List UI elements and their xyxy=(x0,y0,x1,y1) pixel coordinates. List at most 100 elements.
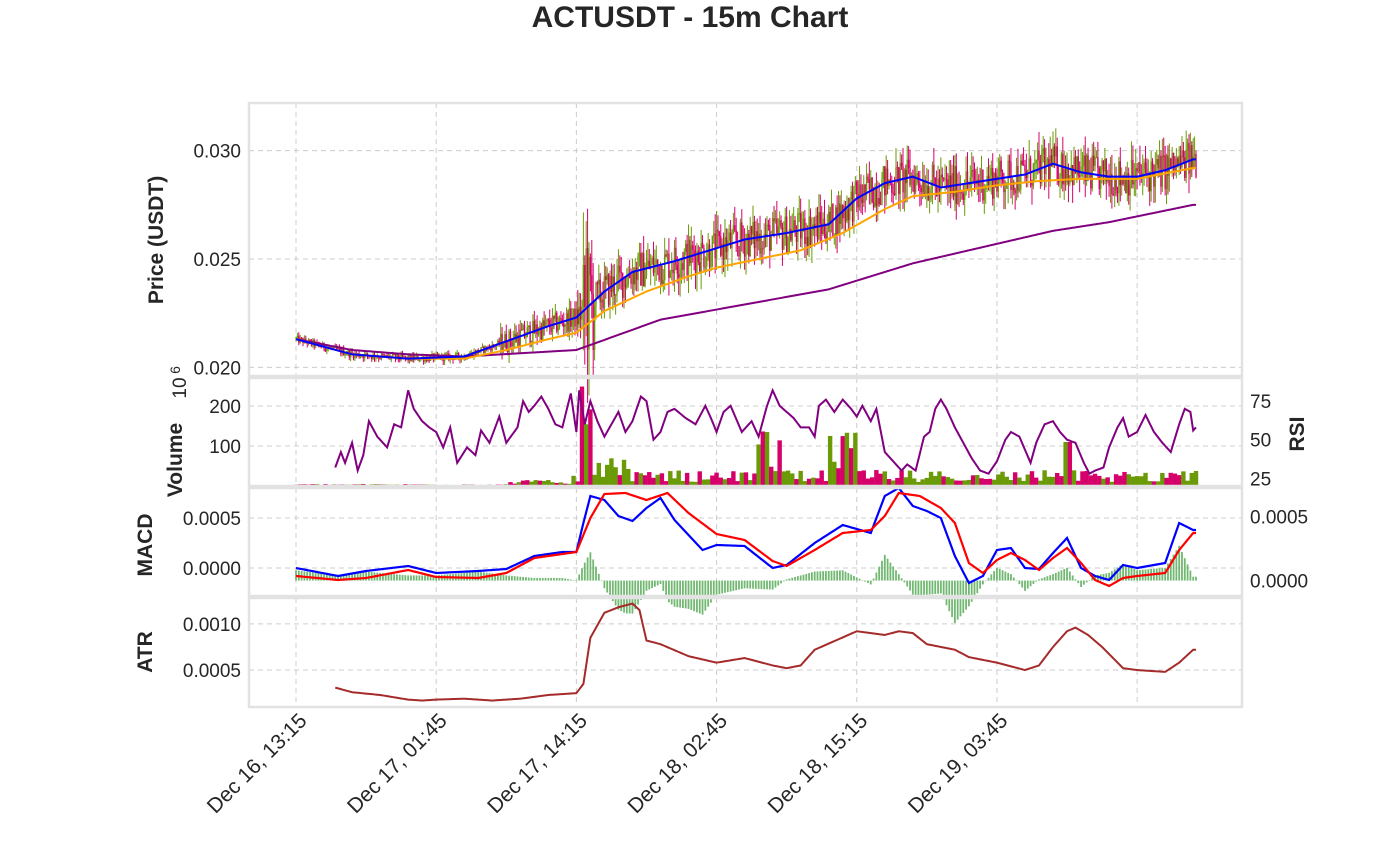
volume-bar xyxy=(1168,472,1173,486)
macd-hist-bar xyxy=(323,573,325,581)
candle-body xyxy=(631,271,634,284)
candle-body xyxy=(582,264,585,308)
candle-body xyxy=(962,193,964,200)
candle-body xyxy=(792,220,795,231)
candle-body xyxy=(1191,145,1193,170)
candle-body xyxy=(933,164,935,178)
candle-body xyxy=(1126,173,1129,194)
volume-bar xyxy=(1092,473,1098,486)
candle-body xyxy=(397,354,400,359)
candle-body xyxy=(735,230,737,241)
candle-body xyxy=(665,254,667,257)
volume-bar xyxy=(912,478,917,486)
macd-hist-bar xyxy=(496,574,499,581)
candle-body xyxy=(682,263,684,271)
macd-hist-bar xyxy=(505,575,508,581)
macd-hist-bar xyxy=(738,580,740,590)
candle-body xyxy=(676,264,679,275)
macd-hist-bar xyxy=(1046,576,1049,581)
macd-hist-bar xyxy=(839,570,841,581)
volume-bar xyxy=(739,472,744,486)
candle-body xyxy=(584,264,586,308)
candle-body xyxy=(679,269,681,278)
candle-body xyxy=(658,264,660,280)
macd-hist-bar xyxy=(499,574,502,581)
candle-body xyxy=(1081,166,1084,168)
candle-body xyxy=(973,170,976,181)
candle-body xyxy=(797,213,799,242)
candle-body xyxy=(776,218,778,233)
candle-body xyxy=(1121,178,1123,186)
candle-body xyxy=(867,176,869,180)
volume-exponent-base: 10 xyxy=(170,377,191,398)
macd-hist-bar xyxy=(320,573,323,581)
volume-bar xyxy=(806,478,812,486)
candle-body xyxy=(913,178,915,193)
candle-body xyxy=(708,244,711,267)
candle-body xyxy=(771,218,774,236)
candle-body xyxy=(354,353,356,359)
candle-body xyxy=(1175,158,1178,172)
candle-body xyxy=(907,159,910,169)
volume-bar xyxy=(1012,472,1018,486)
candle-body xyxy=(630,277,632,284)
macd-hist-bar xyxy=(850,574,853,581)
macd-hist-bar xyxy=(553,578,555,581)
volume-exponent-power: 6 xyxy=(167,366,183,374)
candle-body xyxy=(344,354,346,356)
candle-body xyxy=(521,329,523,331)
macd-hist-bar xyxy=(642,580,645,596)
macd-hist-bar xyxy=(687,580,690,609)
candle-body xyxy=(663,254,666,281)
candle-body xyxy=(732,225,735,234)
x-axis-ticks: Dec 16, 13:15 Dec 17, 01:45 Dec 17, 14:15 D… xyxy=(203,709,1013,818)
candle-body xyxy=(309,339,311,341)
candle-body xyxy=(941,174,943,178)
macd-hist-bar xyxy=(827,570,830,581)
candle-body xyxy=(1000,160,1002,172)
candle-body xyxy=(619,265,621,272)
candle-body xyxy=(473,351,475,358)
candle-body xyxy=(516,335,519,342)
candle-body xyxy=(696,251,698,274)
macd-hist-bar xyxy=(1127,566,1130,581)
macd-hist-bar xyxy=(362,571,365,581)
candle-body xyxy=(546,319,548,325)
macd-hist-bar xyxy=(412,575,415,581)
volume-bar xyxy=(1143,472,1148,486)
volume-bar xyxy=(949,478,955,486)
volume-bar xyxy=(1080,471,1085,486)
candle-body xyxy=(877,198,879,206)
macd-hist-bar xyxy=(794,576,796,581)
candle-body xyxy=(1172,152,1175,166)
candle-body xyxy=(802,218,805,229)
macd-hist-bar xyxy=(1032,580,1035,584)
volume-bar xyxy=(1021,480,1026,486)
volume-bar xyxy=(794,479,799,486)
macd-hist-bar xyxy=(735,580,738,591)
candle-body xyxy=(856,181,858,195)
macd-hist-bar xyxy=(513,576,516,581)
macd-hist-bar xyxy=(387,573,390,581)
candle-body xyxy=(662,280,664,284)
candle-body xyxy=(980,169,983,187)
candle-body xyxy=(942,177,945,180)
macd-hist-bar xyxy=(816,571,819,581)
candle-body xyxy=(982,169,984,201)
candle-body xyxy=(1060,153,1063,177)
macd-hist-bar xyxy=(1189,570,1192,581)
candle-body xyxy=(756,231,758,242)
candle-body xyxy=(699,262,701,272)
candle-body xyxy=(570,308,572,327)
candle-body xyxy=(847,208,850,221)
macd-hist-bar xyxy=(575,580,578,582)
volume-bar xyxy=(857,471,862,486)
macd-hist-bar xyxy=(1085,580,1088,583)
volume-bar xyxy=(1122,471,1127,486)
candle-body xyxy=(1168,158,1171,176)
candle-body xyxy=(680,263,683,270)
candle-body xyxy=(717,229,719,232)
volume-y-tick: 100 xyxy=(209,437,241,458)
macd-hist-bar xyxy=(382,573,384,581)
macd-hist-bar xyxy=(729,580,732,592)
